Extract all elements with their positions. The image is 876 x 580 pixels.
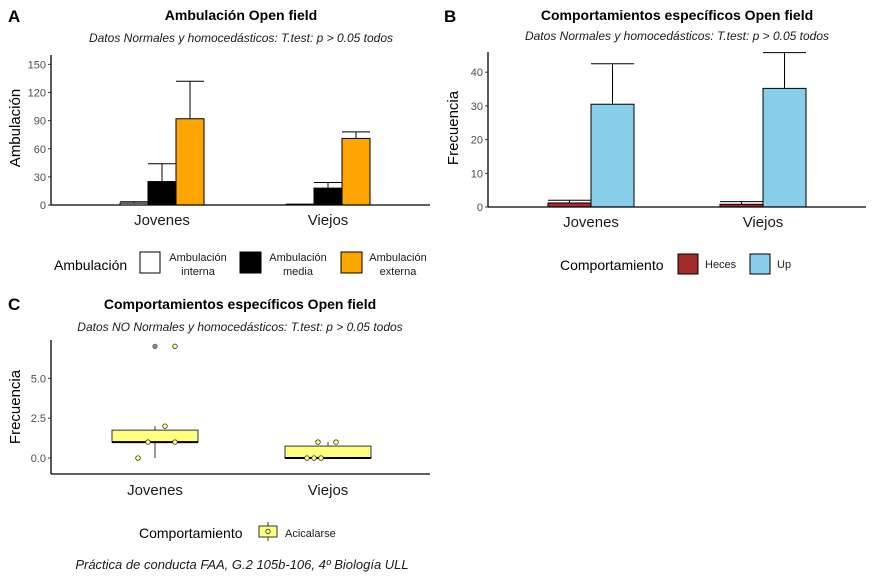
legend-swatch-ambulacion-interna [139,251,161,274]
panel-b-x-tick-jovenes: Jovenes [563,214,619,231]
legend-swatch-heces [677,253,699,275]
panel-b-plot-area: 0 10 20 30 40 [471,52,866,214]
legend-label-ambulacion-interna-1: Ambulación [169,252,226,264]
panel-a-legend: Ambulación Ambulación interna Ambulación… [54,251,427,278]
panel-letter-c: C [8,295,20,314]
panel-letter-a: A [8,7,20,26]
panel-c-plot-area: 0.0 2.5 5.0 [31,340,430,475]
panel-b-y-tick-label: 0 [477,202,483,214]
panel-b-y-tick-label: 30 [471,101,483,113]
panel-c-y-axis-label: Frecuencia [7,369,24,444]
panel-b: B Comportamientos específicos Open field… [444,7,866,275]
panel-c-box-viejos [284,445,372,459]
legend-swatch-ambulacion-media [239,251,262,274]
panel-a-bar-ambulacion-media-viejos [313,187,343,206]
panel-b-bar-up-jovenes [590,103,635,208]
panel-a-title: Ambulación Open field [165,7,317,23]
panel-a-subtitle: Datos Normales y homocedásticos: T.test:… [89,31,393,45]
legend-label-ambulacion-media-2: media [283,266,314,278]
panel-a-plot-area: 0 30 60 90 120 150 [28,55,430,212]
panel-c-y-tick-label: 0.0 [31,453,46,465]
panel-b-bar-up-viejos [762,87,807,208]
panel-a: A Ambulación Open field Datos Normales y… [7,7,430,278]
panel-c: C Comportamientos específicos Open field… [7,295,430,541]
legend-label-up: Up [777,259,791,271]
panel-c-point-jovenes [162,423,168,429]
legend-point-acicalarse [265,528,271,535]
panel-b-y-axis-label: Frecuencia [445,90,462,165]
panel-c-subtitle: Datos NO Normales y homocedásticos: T.te… [77,320,402,334]
panel-a-x-tick-jovenes: Jovenes [134,212,190,229]
legend-swatch-up [749,253,771,275]
panel-c-legend-title: Comportamiento [139,525,243,541]
panel-b-y-tick-label: 40 [471,67,483,79]
legend-label-acicalarse: Acicalarse [285,528,336,540]
legend-swatch-ambulacion-externa [340,251,363,274]
panel-letter-b: B [444,7,456,26]
legend-label-ambulacion-externa-2: externa [380,266,418,278]
panel-a-y-tick-label: 0 [40,200,46,212]
panel-c-point-viejos [318,455,324,461]
panel-a-y-tick-label: 120 [28,88,46,100]
panel-c-point-jovenes [172,343,178,350]
panel-b-title: Comportamientos específicos Open field [541,7,813,23]
panel-a-legend-title: Ambulación [54,257,127,273]
panel-b-x-tick-viejos: Viejos [743,214,784,231]
legend-label-ambulacion-media-1: Ambulación [269,252,326,264]
legend-label-ambulacion-externa-1: Ambulación [369,252,426,264]
panel-c-legend: Comportamiento Acicalarse [139,522,336,541]
panel-a-y-tick-label: 30 [34,172,46,184]
panel-c-point-viejos [311,455,317,461]
panel-c-x-tick-jovenes: Jovenes [127,482,183,499]
panel-b-legend-title: Comportamiento [560,257,664,273]
panel-a-y-axis-label: Ambulación [7,89,24,167]
panel-c-point-viejos [304,455,310,461]
panel-a-x-tick-viejos: Viejos [308,212,349,229]
panel-c-point-jovenes [135,455,141,461]
panel-a-y-tick-label: 90 [34,116,46,128]
panel-c-box-jovenes [111,429,199,443]
legend-label-heces: Heces [705,259,737,271]
panel-b-legend: Comportamiento Heces Up [560,253,791,275]
panel-c-outlier-jovenes [152,343,158,349]
figure-caption: Práctica de conducta FAA, G.2 105b-106, … [75,557,408,572]
panel-b-y-tick-label: 20 [471,135,483,147]
panel-c-point-viejos [315,439,321,445]
panel-a-bar-ambulacion-externa-jovenes [175,118,205,206]
panel-a-bar-ambulacion-externa-viejos [341,137,371,206]
panel-c-title: Comportamientos específicos Open field [104,296,376,312]
panel-b-y-tick-label: 10 [471,168,483,180]
panel-a-y-tick-label: 150 [28,59,46,71]
panel-a-bar-ambulacion-media-jovenes [147,181,177,206]
panel-b-subtitle: Datos Normales y homocedásticos: T.test:… [525,29,829,43]
panel-c-point-jovenes [172,439,178,445]
panel-c-y-tick-label: 2.5 [31,413,46,425]
panel-a-y-tick-label: 60 [34,144,46,156]
panel-c-x-tick-viejos: Viejos [308,482,349,499]
panel-c-point-jovenes [145,439,151,445]
panel-c-y-tick-label: 5.0 [31,373,46,385]
legend-label-ambulacion-interna-2: interna [181,266,216,278]
panel-c-point-viejos [333,439,339,445]
